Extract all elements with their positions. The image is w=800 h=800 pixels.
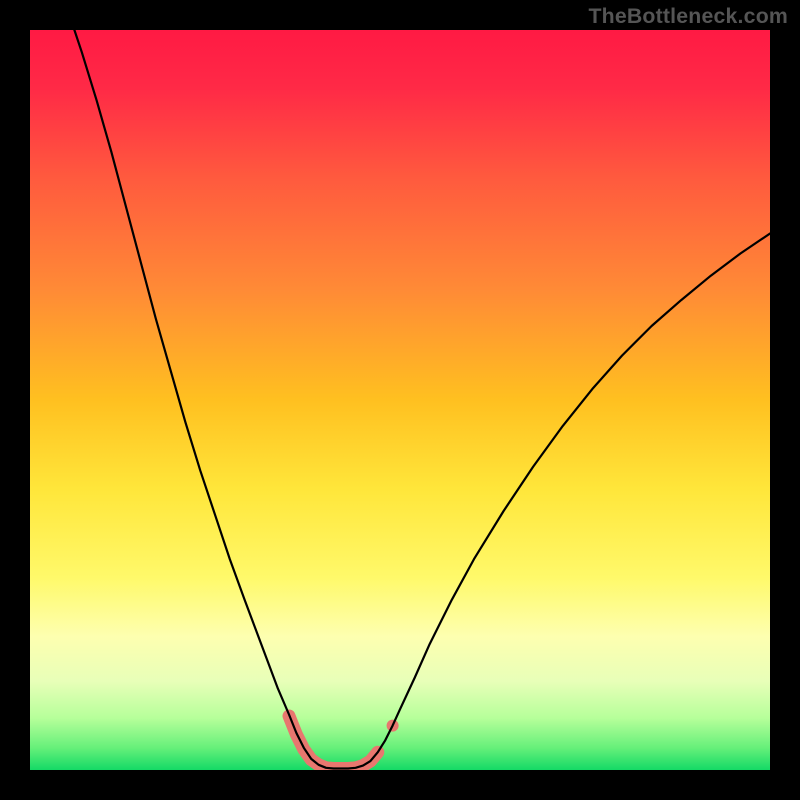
chart-frame: TheBottleneck.com [0, 0, 800, 800]
watermark-text: TheBottleneck.com [588, 4, 788, 29]
bottleneck-curve-chart [0, 0, 800, 800]
chart-background [30, 30, 770, 770]
